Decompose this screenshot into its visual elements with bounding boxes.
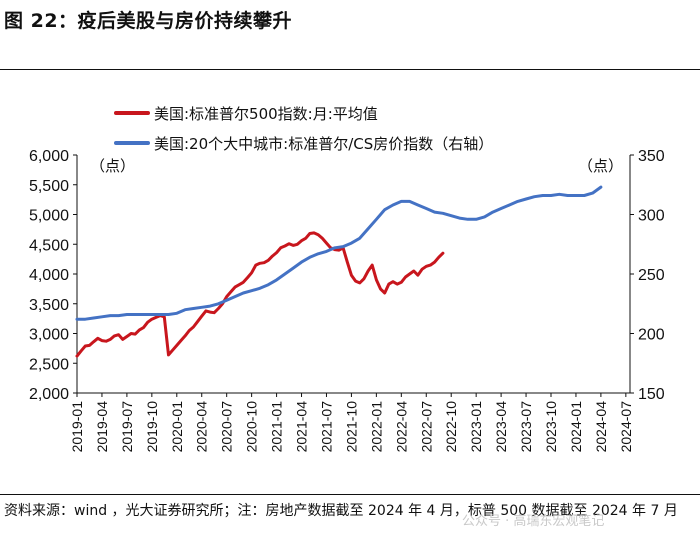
right-tick-label: 300 [638,208,665,225]
top-rule [0,69,700,70]
x-tick-label: 2022-04 [393,401,409,453]
x-tick-label: 2019-01 [69,401,85,453]
x-tick-label: 2023-01 [468,401,484,453]
x-tick-label: 2022-07 [418,401,434,453]
left-tick-label: 3,000 [29,327,69,344]
watermark: 公众号 · 高瑞东宏观笔记 [462,514,605,529]
x-tick-label: 2024-01 [568,401,584,453]
x-tick-label: 2021-10 [343,401,359,453]
x-tick-label: 2020-07 [219,401,235,453]
x-tick-label: 2019-10 [144,401,160,453]
legend: 美国:标准普尔500指数:月:平均值美国:20个大中城市:标准普尔/CS房价指数… [114,105,493,153]
left-unit-label: （点） [90,157,135,175]
x-tick-label: 2020-10 [244,401,260,453]
x-tick-label: 2020-04 [194,401,210,453]
right-tick-label: 350 [638,148,665,165]
left-tick-label: 3,500 [29,297,69,314]
axes-layer: 2,000 2,500 3,000 3,500 4,000 4,500 5,000 5,500… [29,148,665,452]
x-tick-label: 2020-01 [169,401,185,453]
left-tick-label: 4,500 [29,237,69,254]
x-tick-label: 2023-04 [493,401,509,453]
right-tick-label: 200 [638,327,665,344]
x-tick-label: 2019-07 [119,401,135,453]
left-tick-label: 5,000 [29,208,69,225]
x-tick-label: 2024-07 [618,401,634,453]
right-unit-label: （点） [578,157,623,175]
left-tick-label: 5,500 [29,178,69,195]
legend-label: 美国:20个大中城市:标准普尔/CS房价指数（右轴） [154,135,493,153]
x-tick-label: 2023-10 [543,401,559,453]
sp500-line [75,231,445,358]
x-tick-label: 2022-10 [443,401,459,453]
x-tick-label: 2024-04 [593,401,609,453]
figure-title: 图 22：疫后美股与房价持续攀升 [4,10,293,32]
bottom-rule [0,494,700,495]
right-tick-label: 250 [638,267,665,284]
left-tick-label: 4,000 [29,267,69,284]
x-tick-label: 2021-01 [269,401,285,453]
x-tick-label: 2021-04 [294,401,310,453]
x-tick-label: 2021-07 [318,401,334,453]
legend-label: 美国:标准普尔500指数:月:平均值 [154,105,378,123]
x-tick-label: 2022-01 [368,401,384,453]
case-shiller-line [75,185,603,321]
left-tick-label: 6,000 [29,148,69,165]
series-layer [75,185,603,358]
x-tick-label: 2019-04 [94,401,110,453]
left-tick-label: 2,500 [29,356,69,373]
right-tick-label: 150 [638,386,665,403]
chart-svg: 2,000 2,500 3,000 3,500 4,000 4,500 5,000 5,500… [29,105,665,452]
source-note: 资料来源：wind ，光大证券研究所；注：房地产数据截至 2024 年 4 月，… [4,503,678,519]
left-tick-label: 2,000 [29,386,69,403]
x-tick-label: 2023-07 [518,401,534,453]
